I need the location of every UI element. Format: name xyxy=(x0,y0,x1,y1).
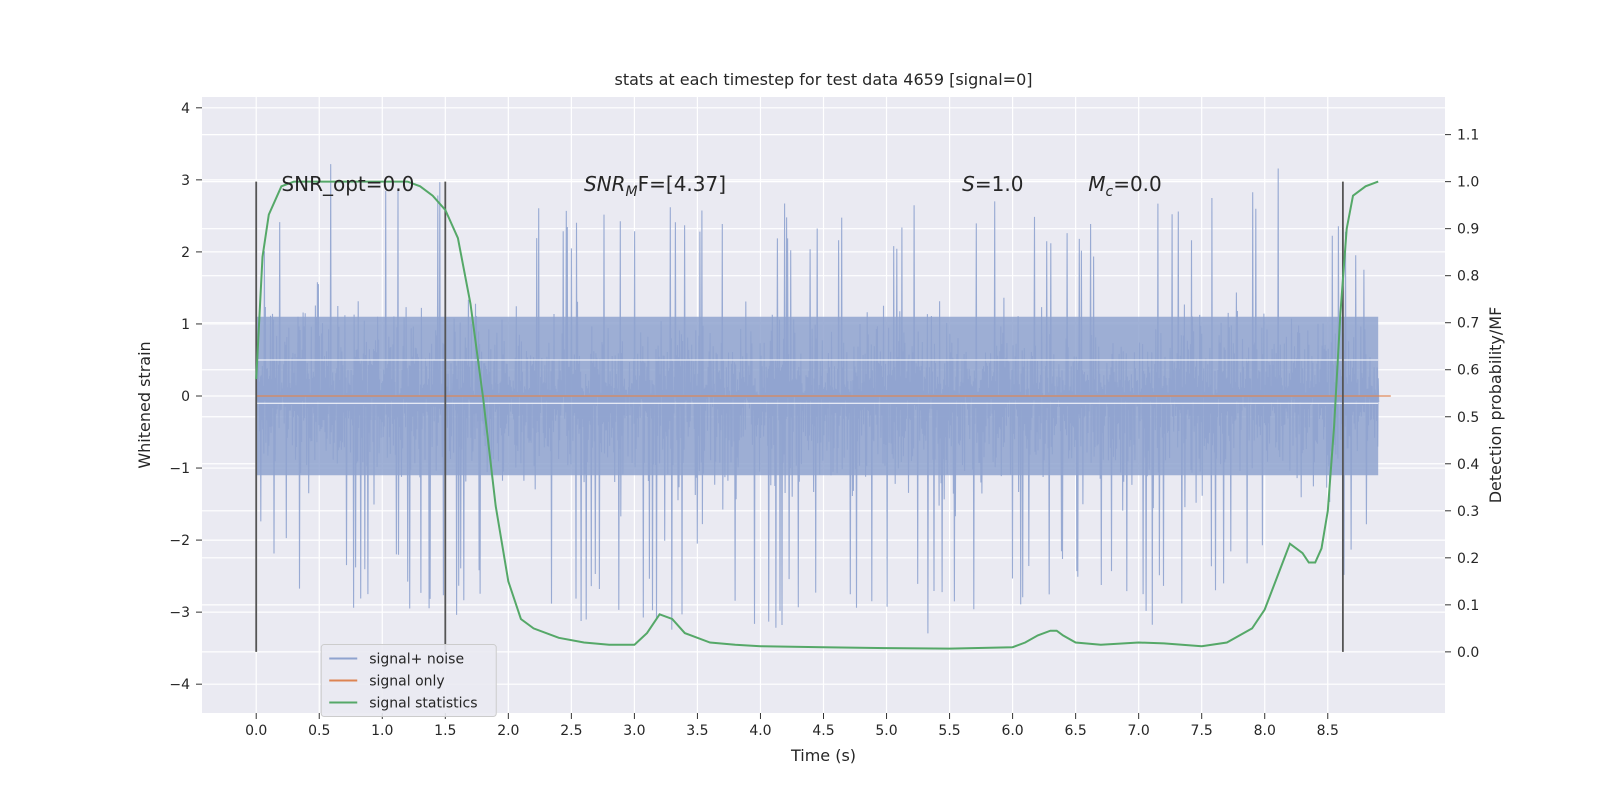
annotation-suffix: =1.0 xyxy=(975,172,1024,196)
annotation-base: SNR xyxy=(584,172,626,196)
x-tick-label: 0.0 xyxy=(245,723,267,739)
y-tick-label: 2 xyxy=(181,245,190,261)
x-tick-label: 3.0 xyxy=(623,723,645,739)
legend: signal+ noise signal only signal statistic… xyxy=(320,644,497,718)
y-tick-label: −1 xyxy=(169,461,190,477)
x-tick-label: 8.0 xyxy=(1254,723,1276,739)
annotation-sub: M xyxy=(626,184,638,200)
annotation-sub: c xyxy=(1106,184,1114,200)
annotation-suffix: F=[4.37] xyxy=(638,172,726,196)
x-tick-label: 6.5 xyxy=(1064,723,1086,739)
x-tick-label: 8.5 xyxy=(1317,723,1339,739)
legend-label: signal only xyxy=(369,674,444,690)
y2-tick-label: 0.4 xyxy=(1457,457,1479,473)
y-tick-label: −4 xyxy=(169,677,190,693)
x-tick-label: 7.0 xyxy=(1128,723,1150,739)
x-tick-label: 2.5 xyxy=(560,723,582,739)
legend-label: signal+ noise xyxy=(369,652,464,668)
x-tick-label: 2.0 xyxy=(497,723,519,739)
annotations: SNR_opt=0.0 SNRMF=[4.37] S=1.0 Mc=0.0 xyxy=(281,172,1161,200)
x-tick-label: 3.5 xyxy=(686,723,708,739)
chart-title: stats at each timestep for test data 465… xyxy=(614,70,1032,89)
y2-tick-label: 1.1 xyxy=(1457,128,1479,144)
x-tick-label: 4.0 xyxy=(749,723,771,739)
y2-axis-label: Detection probability/MF xyxy=(1486,307,1505,504)
y2-tick-label: 0.0 xyxy=(1457,645,1479,661)
legend-label: signal statistics xyxy=(369,696,477,712)
y-tick-label: 1 xyxy=(181,317,190,333)
y2-tick-label: 0.8 xyxy=(1457,269,1479,285)
x-tick-label: 1.0 xyxy=(371,723,393,739)
y2-tick-label: 0.7 xyxy=(1457,316,1479,332)
y2-tick-label: 0.9 xyxy=(1457,222,1479,238)
legend-box xyxy=(320,644,497,718)
annotation-2: S=1.0 xyxy=(962,172,1023,196)
y2-tick-label: 0.1 xyxy=(1457,598,1479,614)
annotation-suffix: =0.0 xyxy=(1113,172,1162,196)
y2-tick-label: 0.6 xyxy=(1457,363,1479,379)
y-tick-label: 3 xyxy=(181,173,190,189)
x-axis-label: Time (s) xyxy=(790,746,856,765)
x-tick-label: 0.5 xyxy=(308,723,330,739)
annotation-base: S xyxy=(962,172,975,196)
y2-tick-label: 0.3 xyxy=(1457,504,1479,520)
y-tick-label: 0 xyxy=(181,389,190,405)
annotation-1: SNRMF=[4.37] xyxy=(584,172,726,200)
statistics-line xyxy=(255,180,1379,650)
vertical-markers xyxy=(255,181,1344,652)
series-signal-statistics xyxy=(255,180,1379,650)
x-tick-label: 7.5 xyxy=(1191,723,1213,739)
annotation-0: SNR_opt=0.0 xyxy=(281,172,414,196)
y2-tick-label: 0.2 xyxy=(1457,551,1479,567)
x-tick-label: 5.0 xyxy=(875,723,897,739)
y2-tick-label: 1.0 xyxy=(1457,175,1479,191)
x-tick-label: 1.5 xyxy=(434,723,456,739)
y-tick-label: −2 xyxy=(169,533,190,549)
x-tick-label: 6.0 xyxy=(1001,723,1023,739)
axes: 0.0 0.5 1.0 1.5 2.0 2.5 3.0 3.5 4.0 4.5 5.0 5.5 6.0 6… xyxy=(169,101,1479,739)
y-tick-label: −3 xyxy=(169,605,190,621)
y-tick-label: 4 xyxy=(181,101,190,117)
annotation-3: Mc=0.0 xyxy=(1088,172,1162,200)
x-tick-label: 4.5 xyxy=(812,723,834,739)
x-tick-label: 5.5 xyxy=(938,723,960,739)
y-axis-label: Whitened strain xyxy=(135,341,154,468)
annotation-base: M xyxy=(1088,172,1105,196)
y2-tick-label: 0.5 xyxy=(1457,410,1479,426)
